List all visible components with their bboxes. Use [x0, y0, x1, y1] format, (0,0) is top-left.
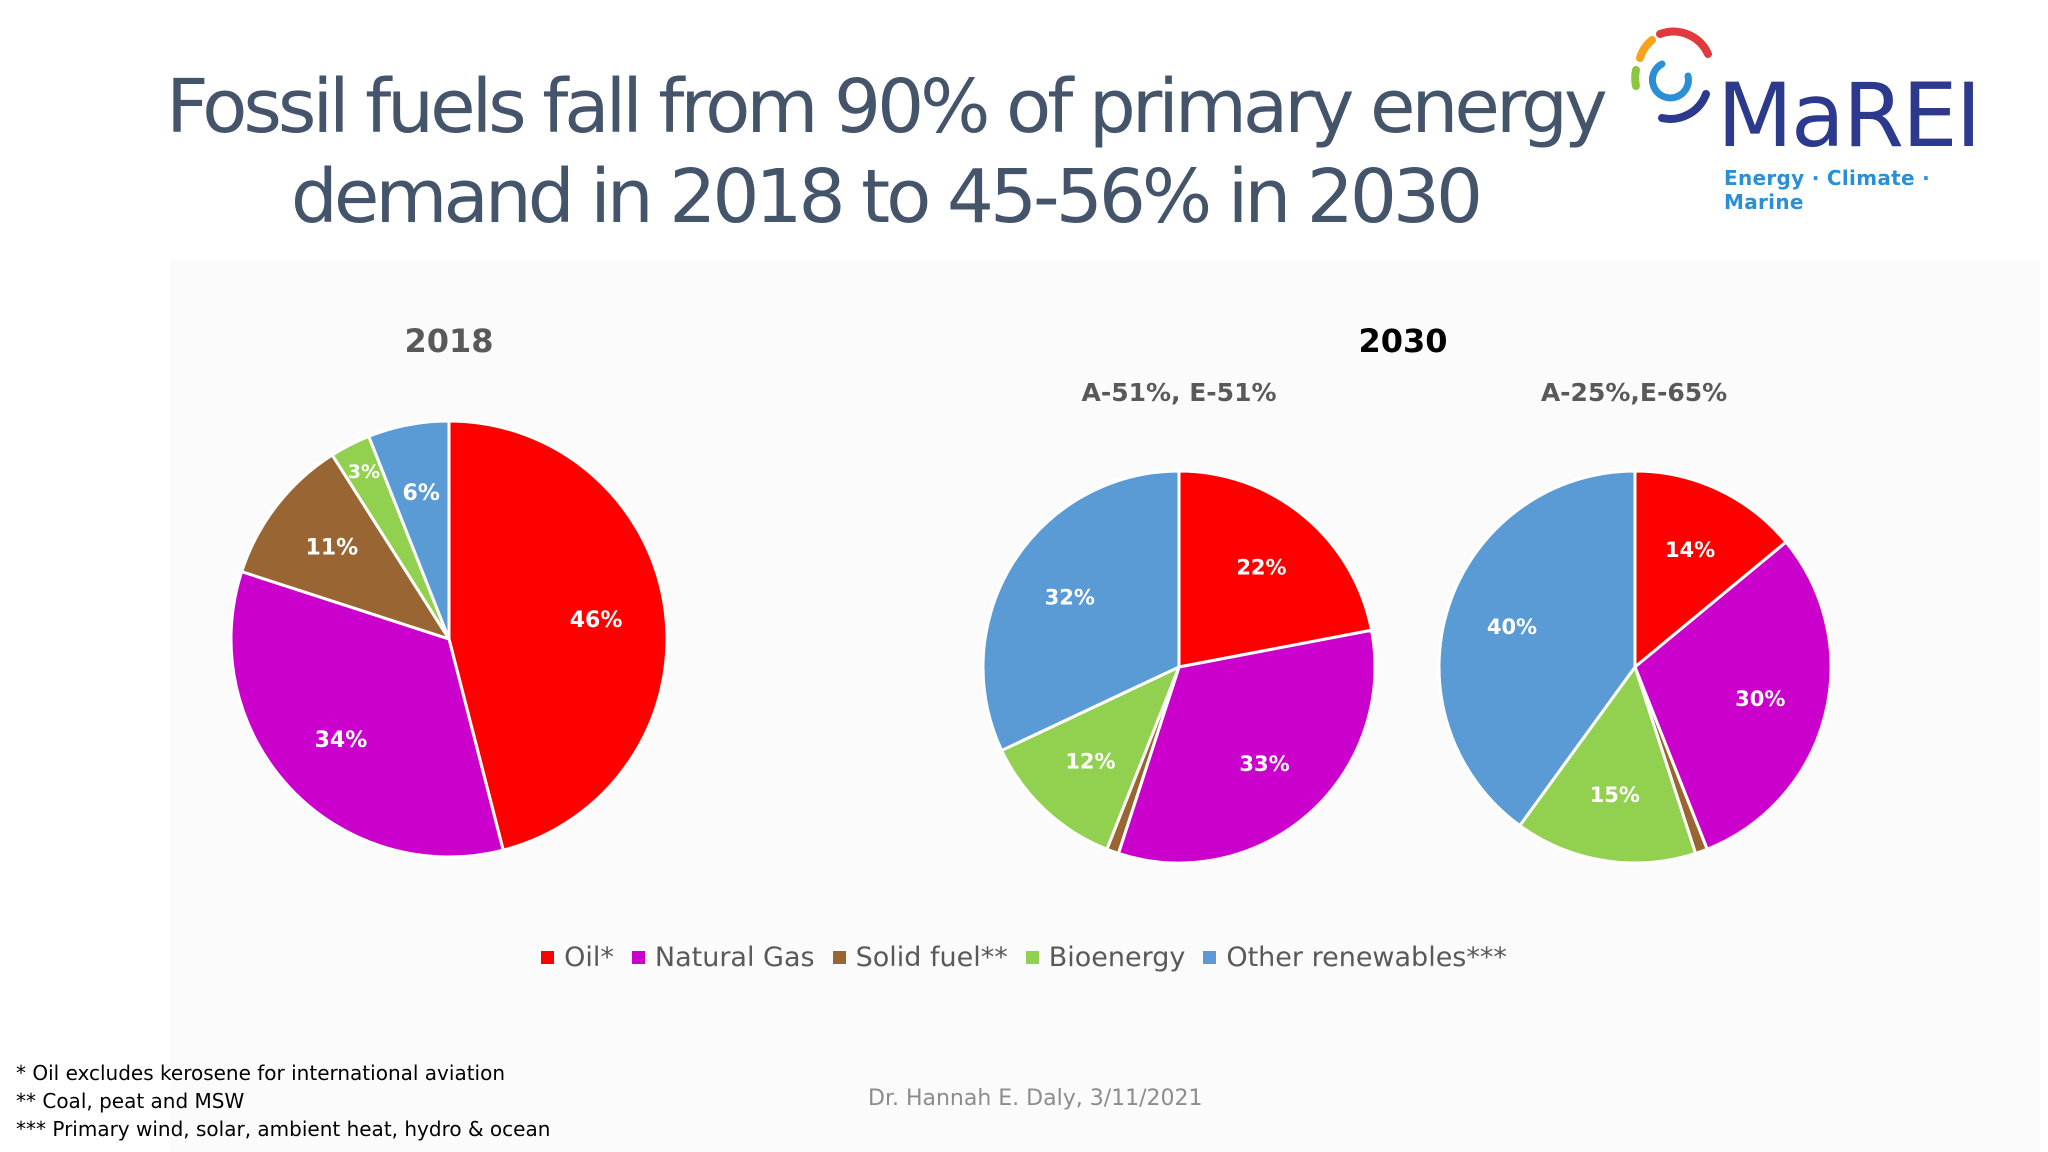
chart-title-scenario-a25: A-25%,E-65%	[1540, 378, 1728, 407]
title-line-2: demand in 2018 to 45-56% in 2030	[290, 154, 1483, 240]
pie-chart-2018: 46% 34% 11% 3% 6%	[229, 419, 669, 859]
legend-item-solid-fuel: Solid fuel**	[832, 942, 1008, 973]
pie-slice-natural-gas	[1116, 628, 1377, 865]
pie-data-label: 14%	[1665, 538, 1715, 562]
footnotes: * Oil excludes kerosene for internationa…	[16, 1059, 550, 1143]
pie-data-label: 6%	[403, 481, 440, 506]
legend-swatch	[541, 951, 555, 964]
pie-data-label: 46%	[570, 608, 623, 633]
pie-data-label: 11%	[306, 536, 359, 561]
pie-slice-natural-gas	[1633, 540, 1833, 851]
marei-logo: MaREI Energy · Climate · Marine	[1622, 24, 2002, 214]
pie-data-label: 3%	[348, 461, 380, 483]
legend-swatch	[1025, 951, 1039, 964]
footnote-oil: * Oil excludes kerosene for internationa…	[16, 1061, 506, 1085]
pie-data-label: 40%	[1487, 615, 1537, 639]
pie-slice-bioenergy	[1518, 665, 1698, 865]
chart-title-scenario-a51: A-51%, E-51%	[1081, 378, 1277, 407]
pie-slice-oil	[1177, 469, 1374, 669]
legend-label: Solid fuel**	[855, 942, 1008, 973]
pie-data-label: 34%	[315, 728, 368, 753]
footnote-solid-fuel: ** Coal, peat and MSW	[16, 1089, 245, 1113]
legend-item-bioenergy: Bioenergy	[1025, 942, 1186, 973]
pie-slice-solid-fuel	[240, 453, 451, 641]
pie-data-label: 33%	[1239, 752, 1289, 776]
pie-data-label: 32%	[1045, 586, 1095, 610]
pie-slice-oil	[1633, 469, 1788, 669]
pie-slice-natural-gas	[229, 570, 505, 859]
pie-slice-other-renewables	[1437, 469, 1637, 828]
chart-legend: Oil* Natural Gas Solid fuel** Bioenergy …	[0, 942, 2048, 973]
pie-slice-other-renewables	[981, 469, 1181, 752]
legend-label: Other renewables***	[1226, 942, 1507, 973]
legend-item-natural-gas: Natural Gas	[631, 942, 815, 973]
chart-title-2018: 2018	[404, 322, 494, 360]
pie-slice-other-renewables	[367, 419, 451, 641]
author-credit: Dr. Hannah E. Daly, 3/11/2021	[868, 1086, 1203, 1111]
pie-data-label: 12%	[1065, 749, 1115, 773]
legend-swatch	[631, 951, 645, 964]
legend-item-oil: Oil*	[541, 942, 614, 973]
logo-swirl-icon	[1631, 27, 1712, 123]
slide-title: Fossil fuels fall from 90% of primary en…	[90, 62, 1680, 242]
logo-wordmark: MaREI	[1717, 64, 1982, 167]
footnote-renewables: *** Primary wind, solar, ambient heat, h…	[16, 1117, 551, 1141]
legend-swatch	[832, 951, 846, 964]
pie-chart-2030-a51: 22% 33% 12% 32%	[981, 469, 1377, 865]
pie-data-label: 15%	[1590, 783, 1640, 807]
legend-label: Bioenergy	[1048, 942, 1186, 973]
legend-item-other-renewables: Other renewables***	[1203, 942, 1507, 973]
section-title-2030: 2030	[1358, 322, 1448, 360]
pie-chart-2030-a25: 14% 30% 15% 40%	[1437, 469, 1833, 865]
legend-swatch	[1203, 951, 1217, 964]
logo-tagline: Energy · Climate · Marine	[1724, 166, 1931, 214]
pie-slice-bioenergy	[1000, 665, 1181, 851]
pie-data-label: 30%	[1735, 687, 1785, 711]
pie-slice-oil	[447, 419, 669, 852]
legend-label: Oil*	[564, 942, 614, 973]
legend-label: Natural Gas	[654, 942, 815, 973]
title-line-1: Fossil fuels fall from 90% of primary en…	[166, 64, 1608, 150]
pie-data-label: 22%	[1236, 555, 1286, 579]
